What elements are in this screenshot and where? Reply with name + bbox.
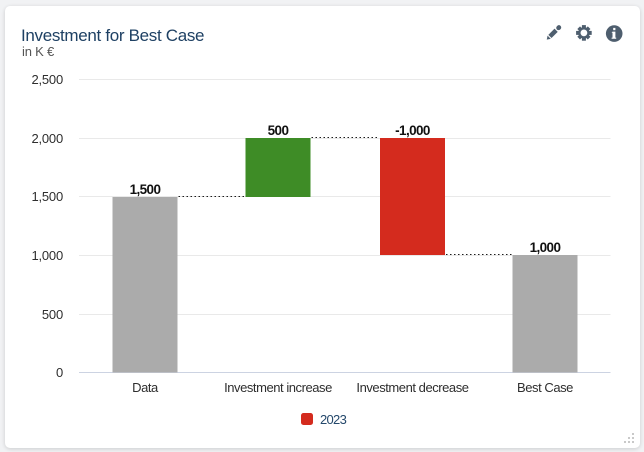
svg-text:2,000: 2,000: [31, 131, 63, 146]
svg-text:-1,000: -1,000: [395, 123, 430, 138]
svg-text:0: 0: [56, 365, 63, 380]
svg-text:Data: Data: [132, 380, 159, 395]
svg-text:Investment decrease: Investment decrease: [356, 380, 468, 395]
svg-text:500: 500: [42, 307, 63, 322]
svg-text:500: 500: [268, 123, 289, 138]
svg-text:1,000: 1,000: [530, 240, 561, 255]
svg-text:1,500: 1,500: [31, 189, 63, 204]
svg-text:Investment increase: Investment increase: [224, 380, 332, 395]
svg-text:1,000: 1,000: [31, 248, 63, 263]
svg-text:1,500: 1,500: [130, 182, 161, 197]
svg-text:2,500: 2,500: [31, 72, 63, 87]
svg-text:Best Case: Best Case: [517, 380, 573, 395]
